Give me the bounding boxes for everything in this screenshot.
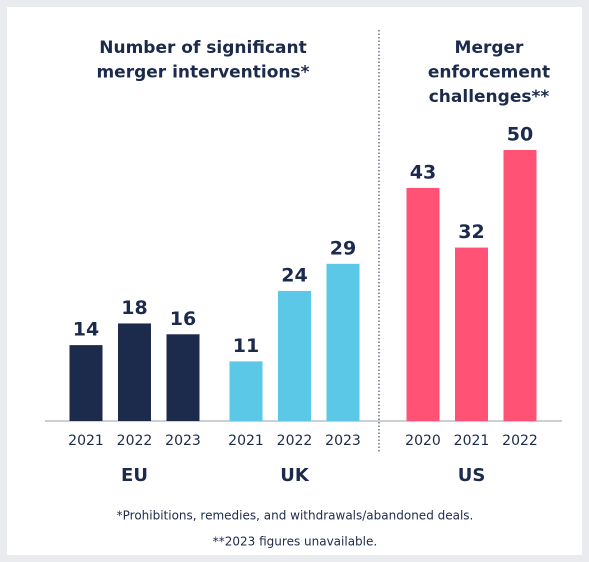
x-tick-label: 2021 bbox=[454, 433, 490, 449]
chart-title: challenges** bbox=[429, 87, 550, 107]
x-tick-label: 2023 bbox=[325, 433, 361, 449]
bar bbox=[229, 361, 263, 421]
footnote: *Prohibitions, remedies, and withdrawals… bbox=[117, 509, 474, 523]
bar bbox=[69, 345, 103, 421]
bar bbox=[166, 334, 200, 421]
value-label: 29 bbox=[330, 237, 356, 259]
bar bbox=[406, 187, 440, 421]
bar bbox=[118, 323, 151, 421]
x-tick-label: 2022 bbox=[117, 433, 153, 449]
group-label: UK bbox=[280, 465, 310, 486]
value-label: 16 bbox=[170, 308, 196, 330]
x-tick-label: 2021 bbox=[68, 433, 104, 449]
group-label: EU bbox=[121, 465, 148, 486]
value-label: 11 bbox=[233, 335, 259, 357]
value-label: 43 bbox=[410, 161, 436, 183]
chart-title: Number of significant bbox=[99, 38, 306, 58]
group-label: US bbox=[458, 465, 486, 486]
bar bbox=[278, 290, 311, 421]
chart-title: merger interventions* bbox=[96, 63, 309, 83]
chart-title: Merger bbox=[455, 38, 525, 58]
bar bbox=[326, 263, 360, 421]
footnote: **2023 figures unavailable. bbox=[213, 535, 377, 549]
value-label: 50 bbox=[507, 124, 533, 146]
x-tick-label: 2021 bbox=[228, 433, 264, 449]
value-label: 24 bbox=[281, 264, 307, 286]
value-label: 14 bbox=[73, 319, 99, 341]
chart-title: enforcement bbox=[428, 63, 550, 83]
value-label: 18 bbox=[121, 297, 147, 319]
x-tick-label: 2023 bbox=[165, 433, 201, 449]
x-tick-label: 2022 bbox=[502, 433, 538, 449]
value-label: 32 bbox=[458, 221, 484, 243]
x-tick-label: 2022 bbox=[277, 433, 313, 449]
bar bbox=[503, 150, 537, 421]
x-tick-label: 2020 bbox=[405, 433, 441, 449]
bar bbox=[455, 247, 488, 421]
